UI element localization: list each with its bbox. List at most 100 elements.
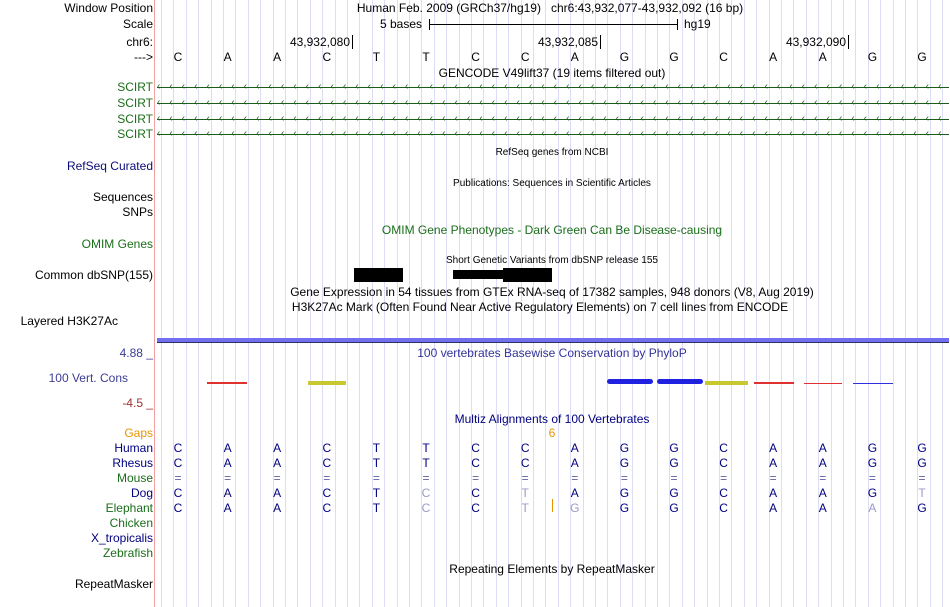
- gap-count: 6: [548, 426, 556, 440]
- aligned-base: C: [421, 486, 431, 500]
- species-label[interactable]: Zebrafish: [102, 546, 153, 560]
- label-scirt[interactable]: SCIRT: [117, 127, 153, 141]
- aligned-base: C: [471, 486, 480, 500]
- aligned-base: A: [818, 456, 827, 470]
- aligned-base: C: [173, 486, 183, 500]
- label-scirt[interactable]: SCIRT: [117, 96, 153, 110]
- label-chr: chr6:: [126, 35, 153, 49]
- aligned-base: G: [917, 441, 927, 455]
- sequence-base: A: [769, 50, 778, 64]
- species-label[interactable]: Dog: [130, 486, 153, 500]
- aligned-base: T: [422, 441, 430, 455]
- aligned-base: G: [867, 486, 878, 500]
- label-cons[interactable]: 100 Vert. Cons: [48, 371, 128, 385]
- multiz-title: Multiz Alignments of 100 Vertebrates: [454, 412, 650, 426]
- sequence-base: C: [173, 50, 183, 64]
- aligned-base: A: [868, 501, 877, 515]
- scale-bar: [429, 17, 678, 31]
- aligned-base: A: [570, 441, 579, 455]
- window-position: Human Feb. 2009 (GRCh37/hg19) chr6:43,93…: [357, 1, 743, 15]
- aligned-base: =: [174, 471, 182, 485]
- sequence-base: T: [372, 50, 381, 64]
- aligned-base: C: [173, 501, 183, 515]
- species-label[interactable]: X_tropicalis: [90, 531, 153, 545]
- phylop-bar: [607, 379, 653, 384]
- scirt-transcript[interactable]: ‹ ‹ ‹ ‹ ‹ ‹ ‹ ‹ ‹ ‹ ‹ ‹ ‹ ‹ ‹ ‹ ‹ ‹ ‹ ‹ ‹ ‹ ‹ ‹ ‹ ‹ ‹ ‹ ‹ ‹ ‹ ‹ ‹ ‹ ‹ ‹ ‹ ‹ ‹ ‹…: [157, 128, 949, 139]
- label-snps[interactable]: SNPs: [122, 205, 153, 219]
- aligned-base: =: [670, 471, 678, 485]
- label-refseq[interactable]: RefSeq Curated: [66, 159, 153, 173]
- aligned-base: A: [570, 456, 579, 470]
- aligned-base: A: [223, 501, 232, 515]
- aligned-base: A: [273, 441, 282, 455]
- aligned-base: G: [669, 456, 679, 470]
- aligned-base: =: [472, 471, 480, 485]
- scirt-transcript[interactable]: ‹ ‹ ‹ ‹ ‹ ‹ ‹ ‹ ‹ ‹ ‹ ‹ ‹ ‹ ‹ ‹ ‹ ‹ ‹ ‹ ‹ ‹ ‹ ‹ ‹ ‹ ‹ ‹ ‹ ‹ ‹ ‹ ‹ ‹ ‹ ‹ ‹ ‹ ‹ ‹…: [157, 113, 949, 124]
- aligned-base: C: [520, 441, 530, 455]
- species-label[interactable]: Human: [114, 441, 153, 455]
- species-label[interactable]: Elephant: [105, 501, 153, 515]
- sequence-base: G: [669, 50, 679, 64]
- sequence-base: C: [719, 50, 728, 64]
- h3k27ac-title: H3K27Ac Mark (Often Found Near Active Re…: [291, 300, 789, 314]
- aligned-base: =: [769, 471, 777, 485]
- label-layered[interactable]: Layered H3K27Ac: [20, 314, 118, 328]
- aligned-base: A: [769, 456, 778, 470]
- aligned-base: C: [322, 501, 332, 515]
- omim-title: OMIM Gene Phenotypes - Dark Green Can Be…: [381, 223, 723, 237]
- position: chr6:43,932,077-43,932,092 (16 bp): [550, 1, 744, 15]
- aligned-base: C: [421, 501, 431, 515]
- species-label[interactable]: Mouse: [116, 471, 153, 485]
- phylop-bar: [705, 381, 748, 385]
- aligned-base: C: [322, 441, 332, 455]
- label-scirt[interactable]: SCIRT: [117, 112, 153, 126]
- aligned-base: =: [720, 471, 728, 485]
- aligned-base: G: [669, 441, 679, 455]
- label-dbsnp[interactable]: Common dbSNP(155): [34, 268, 153, 282]
- species-label[interactable]: Chicken: [109, 516, 153, 530]
- label-scirt[interactable]: SCIRT: [117, 80, 153, 94]
- label-sequences[interactable]: Sequences: [92, 190, 153, 204]
- label-window-position: Window Position: [64, 1, 153, 15]
- aligned-base: A: [570, 486, 579, 500]
- label-repeatmasker[interactable]: RepeatMasker: [74, 577, 153, 591]
- scirt-transcript[interactable]: ‹ ‹ ‹ ‹ ‹ ‹ ‹ ‹ ‹ ‹ ‹ ‹ ‹ ‹ ‹ ‹ ‹ ‹ ‹ ‹ ‹ ‹ ‹ ‹ ‹ ‹ ‹ ‹ ‹ ‹ ‹ ‹ ‹ ‹ ‹ ‹ ‹ ‹ ‹ ‹…: [157, 81, 949, 92]
- label-scale: Scale: [122, 17, 153, 31]
- aligned-base: G: [619, 486, 630, 500]
- label-omim[interactable]: OMIM Genes: [81, 237, 153, 251]
- aligned-base: G: [917, 501, 927, 515]
- aligned-base: C: [719, 456, 728, 470]
- gtex-title: Gene Expression in 54 tissues from GTEx …: [290, 285, 814, 299]
- species-label[interactable]: Rhesus: [112, 456, 153, 470]
- aligned-base: =: [918, 471, 926, 485]
- aligned-base: G: [669, 501, 679, 515]
- cons-min: -4.5 _: [122, 396, 153, 410]
- label-strand[interactable]: --->: [134, 50, 153, 64]
- tick: 43,932,080: [290, 35, 353, 49]
- snp-item[interactable]: [354, 268, 403, 282]
- phylop-bar: [308, 381, 346, 385]
- snp-item[interactable]: [503, 268, 552, 282]
- sequence-base: G: [917, 50, 927, 64]
- snp-item[interactable]: [453, 270, 503, 279]
- scirt-transcript[interactable]: ‹ ‹ ‹ ‹ ‹ ‹ ‹ ‹ ‹ ‹ ‹ ‹ ‹ ‹ ‹ ‹ ‹ ‹ ‹ ‹ ‹ ‹ ‹ ‹ ‹ ‹ ‹ ‹ ‹ ‹ ‹ ‹ ‹ ‹ ‹ ‹ ‹ ‹ ‹ ‹…: [157, 97, 949, 108]
- aligned-base: T: [521, 486, 529, 500]
- aligned-base: T: [372, 486, 381, 500]
- aligned-base: =: [571, 471, 579, 485]
- aligned-base: =: [422, 471, 430, 485]
- label-gaps: Gaps: [124, 426, 153, 440]
- phylop-bar: [853, 383, 893, 384]
- aligned-base: A: [273, 501, 282, 515]
- aligned-base: C: [322, 486, 332, 500]
- gencode-title: GENCODE V49lift37 (19 items filtered out…: [438, 66, 666, 80]
- sequence-base: C: [520, 50, 530, 64]
- aligned-base: =: [521, 471, 529, 485]
- scale-label: 5 bases: [380, 17, 423, 31]
- aligned-base: A: [769, 486, 778, 500]
- aligned-base: G: [867, 441, 878, 455]
- phylop-bar: [804, 383, 842, 384]
- sequence-base: T: [422, 50, 430, 64]
- aligned-base: T: [372, 456, 381, 470]
- sequence-base: A: [818, 50, 827, 64]
- phylop-bar: [207, 382, 247, 384]
